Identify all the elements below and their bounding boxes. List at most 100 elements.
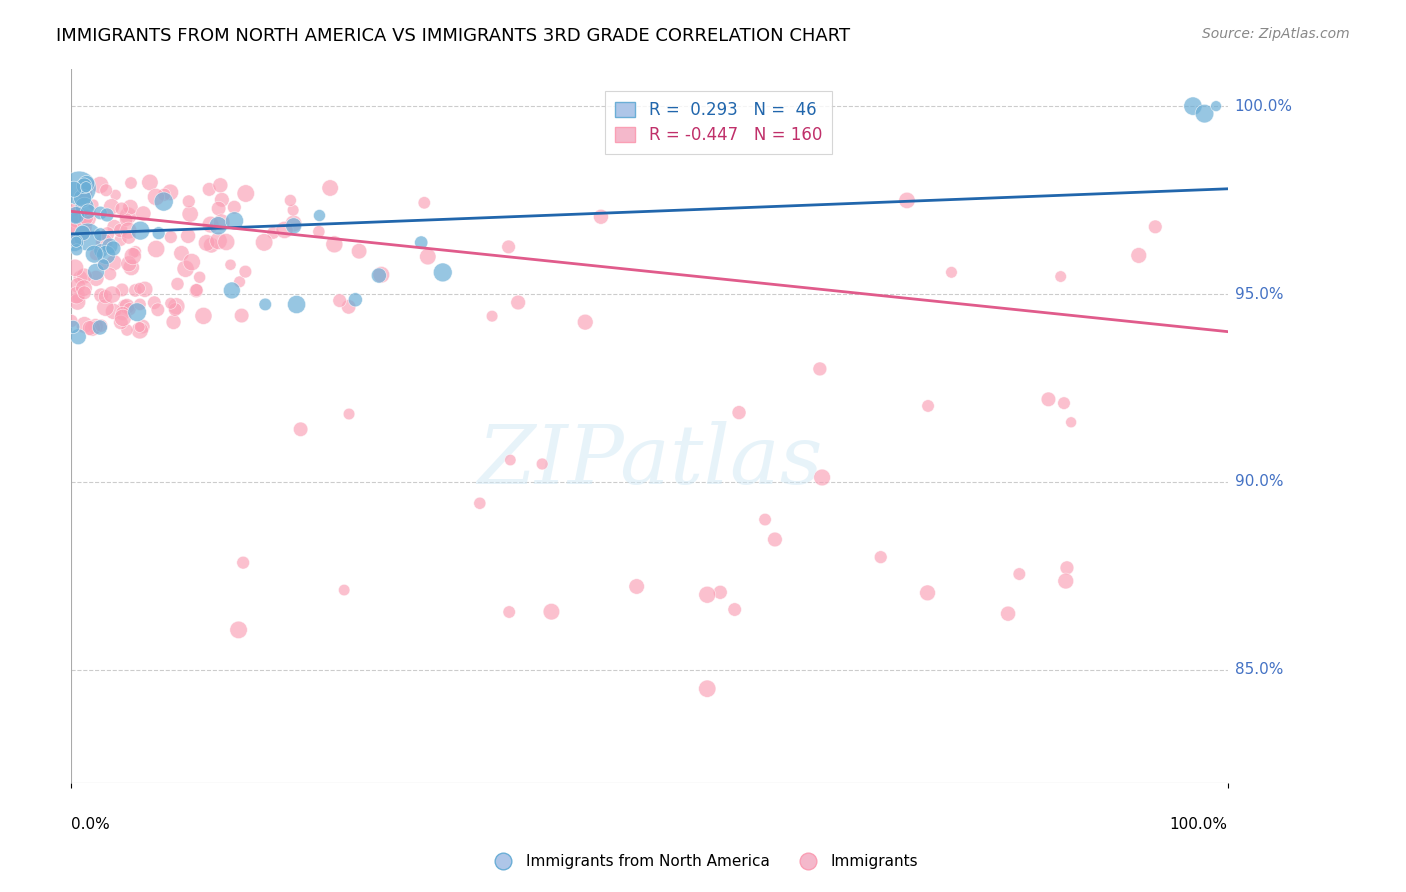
Point — [1144, 219, 1167, 234]
Point — [159, 186, 181, 200]
Text: 100.0%: 100.0% — [1234, 99, 1292, 113]
Point — [193, 309, 215, 323]
Point — [134, 282, 156, 296]
Point — [60, 314, 83, 328]
Point — [917, 586, 939, 600]
Point — [115, 299, 138, 313]
Point — [94, 183, 117, 197]
Point — [132, 206, 155, 220]
Point — [1181, 99, 1204, 113]
Point — [101, 287, 124, 301]
Point — [77, 204, 100, 219]
Point — [98, 267, 121, 281]
Point — [273, 223, 295, 237]
Point — [73, 285, 96, 300]
Point — [696, 681, 718, 696]
Point — [337, 407, 360, 421]
Point — [468, 496, 491, 510]
Point — [73, 318, 96, 332]
Point — [869, 550, 891, 565]
Point — [917, 399, 939, 413]
Point — [1205, 99, 1227, 113]
Point — [132, 319, 155, 334]
Point — [94, 301, 117, 315]
Point — [100, 200, 122, 214]
Point — [724, 602, 747, 616]
Point — [115, 323, 138, 337]
Point — [997, 607, 1019, 621]
Point — [90, 318, 112, 333]
Point — [177, 228, 200, 243]
Point — [211, 193, 233, 207]
Point — [72, 191, 94, 205]
Point — [63, 235, 86, 250]
Point — [337, 300, 360, 314]
Point — [367, 268, 389, 283]
Point — [84, 271, 107, 285]
Point — [626, 579, 648, 593]
Point — [129, 297, 152, 311]
Point — [941, 265, 963, 279]
Point — [253, 235, 276, 250]
Point — [118, 302, 141, 317]
Point — [139, 175, 162, 189]
Point — [198, 182, 221, 196]
Point — [117, 209, 139, 223]
Legend: R =  0.293   N =  46, R = -0.447   N = 160: R = 0.293 N = 46, R = -0.447 N = 160 — [606, 91, 832, 153]
Point — [754, 512, 776, 526]
Point — [83, 247, 105, 261]
Point — [200, 218, 222, 232]
Point — [67, 181, 90, 195]
Point — [195, 235, 218, 250]
Point — [180, 255, 202, 269]
Point — [209, 178, 232, 193]
Point — [120, 260, 142, 275]
Point — [75, 180, 97, 194]
Point — [262, 226, 284, 240]
Point — [1056, 561, 1078, 575]
Point — [117, 223, 139, 237]
Point — [65, 211, 87, 225]
Point — [118, 257, 141, 271]
Point — [159, 296, 181, 310]
Point — [65, 288, 87, 302]
Point — [1060, 415, 1083, 429]
Point — [75, 211, 97, 225]
Point — [66, 243, 89, 257]
Point — [128, 323, 150, 337]
Point — [283, 217, 305, 231]
Point — [96, 208, 118, 222]
Point — [219, 258, 242, 272]
Point — [145, 242, 167, 256]
Point — [62, 320, 84, 334]
Point — [254, 297, 277, 311]
Point — [110, 233, 132, 247]
Point — [110, 223, 132, 237]
Point — [96, 227, 118, 241]
Point — [90, 288, 112, 302]
Text: ZIPatlas: ZIPatlas — [477, 421, 823, 501]
Point — [94, 290, 117, 304]
Point — [574, 315, 596, 329]
Point — [91, 258, 114, 272]
Point — [283, 219, 305, 233]
Point — [121, 249, 143, 263]
Point — [498, 240, 520, 254]
Point — [145, 190, 167, 204]
Point — [143, 295, 166, 310]
Point — [73, 281, 96, 295]
Point — [90, 244, 112, 258]
Point — [89, 320, 111, 334]
Point — [67, 204, 90, 219]
Point — [1054, 574, 1077, 588]
Point — [207, 234, 229, 248]
Point — [186, 284, 208, 298]
Point — [77, 211, 100, 226]
Point — [89, 227, 111, 242]
Point — [73, 186, 96, 200]
Point — [124, 244, 146, 259]
Point — [1053, 396, 1076, 410]
Point — [319, 181, 342, 195]
Point — [93, 235, 115, 249]
Point — [165, 299, 187, 313]
